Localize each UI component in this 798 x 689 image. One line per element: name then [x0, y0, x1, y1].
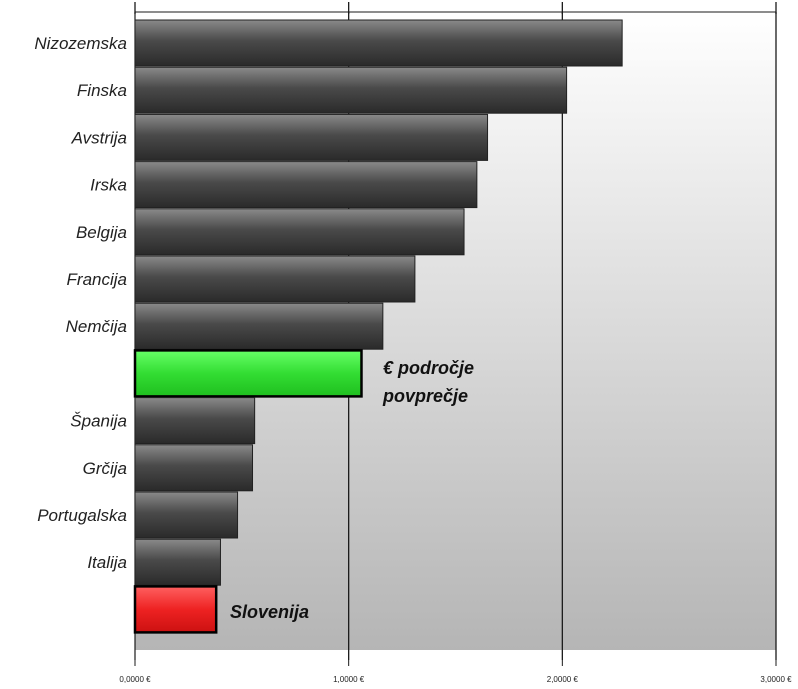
- bar-10: [134, 444, 254, 492]
- bar-4: [134, 161, 478, 209]
- bar-1: [134, 19, 623, 67]
- category-label: Belgija: [76, 223, 127, 242]
- category-label: Irska: [90, 176, 127, 195]
- bar-8: [133, 349, 363, 398]
- bar-7: [134, 302, 384, 350]
- bars: [133, 19, 623, 634]
- category-label: Finska: [77, 81, 127, 100]
- category-label: Nemčija: [66, 317, 127, 336]
- category-label: Portugalska: [37, 506, 127, 525]
- category-label: Avstrija: [71, 128, 127, 147]
- bar-12: [134, 538, 221, 586]
- category-label: Nizozemska: [34, 34, 127, 53]
- x-tick-label: 3,0000 €: [760, 675, 792, 684]
- category-labels: Nizozemska Finska Avstrija Irska Belgija Fran…: [34, 34, 127, 572]
- category-label: Italija: [87, 553, 127, 572]
- x-tick-label: 0,0000 €: [119, 675, 151, 684]
- slovenia-annotation: Slovenija: [230, 602, 309, 622]
- category-label: Grčija: [83, 459, 127, 478]
- bar-11: [134, 491, 239, 539]
- bar-13: [133, 585, 218, 634]
- x-tick-label: 2,0000 €: [547, 675, 579, 684]
- bar-6: [134, 255, 416, 303]
- bar-5: [134, 208, 465, 256]
- x-axis-ticks: 0,0000 € 1,0000 € 2,0000 € 3,0000 €: [119, 675, 792, 684]
- average-annotation-line2: povprečje: [382, 386, 468, 406]
- category-label: Španija: [70, 412, 127, 431]
- average-annotation-line1: € področje: [383, 358, 474, 378]
- bar-2: [134, 66, 568, 114]
- x-tick-label: 1,0000 €: [333, 675, 365, 684]
- bar-9: [134, 397, 256, 445]
- bar-3: [134, 113, 489, 161]
- category-label: Francija: [67, 270, 127, 289]
